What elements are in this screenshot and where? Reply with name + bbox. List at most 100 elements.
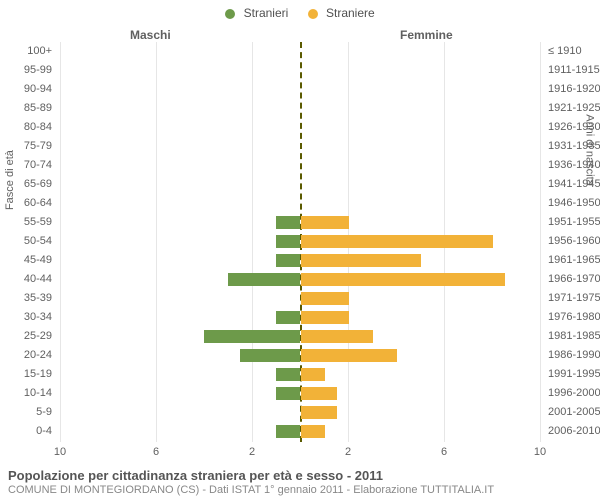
birth-year-label: ≤ 1910 bbox=[548, 42, 600, 61]
bar-female bbox=[301, 387, 337, 400]
age-label: 10-14 bbox=[0, 384, 52, 403]
birth-year-label: 1976-1980 bbox=[548, 308, 600, 327]
age-label: 60-64 bbox=[0, 194, 52, 213]
age-row: 80-841926-1930 bbox=[60, 118, 540, 137]
bar-male bbox=[276, 216, 300, 229]
x-tick-label: 6 bbox=[153, 446, 159, 458]
age-row: 60-641946-1950 bbox=[60, 194, 540, 213]
age-row: 0-42006-2010 bbox=[60, 422, 540, 441]
bar-male bbox=[276, 387, 300, 400]
birth-year-label: 1991-1995 bbox=[548, 365, 600, 384]
x-tick-label: 2 bbox=[249, 446, 255, 458]
birth-year-label: 2006-2010 bbox=[548, 422, 600, 441]
age-label: 35-39 bbox=[0, 289, 52, 308]
bar-male bbox=[276, 425, 300, 438]
age-row: 100+≤ 1910 bbox=[60, 42, 540, 61]
birth-year-label: 1921-1925 bbox=[548, 99, 600, 118]
age-row: 95-991911-1915 bbox=[60, 61, 540, 80]
age-row: 55-591951-1955 bbox=[60, 213, 540, 232]
footer-title: Popolazione per cittadinanza straniera p… bbox=[8, 468, 592, 483]
legend-swatch-straniere bbox=[308, 9, 318, 19]
age-label: 5-9 bbox=[0, 403, 52, 422]
bar-female bbox=[301, 330, 373, 343]
age-row: 10-141996-2000 bbox=[60, 384, 540, 403]
age-label: 50-54 bbox=[0, 232, 52, 251]
bar-male bbox=[276, 311, 300, 324]
age-row: 35-391971-1975 bbox=[60, 289, 540, 308]
header-femmine: Femmine bbox=[400, 28, 453, 42]
birth-year-label: 1951-1955 bbox=[548, 213, 600, 232]
bar-male bbox=[228, 273, 300, 286]
birth-year-label: 1966-1970 bbox=[548, 270, 600, 289]
legend-swatch-stranieri bbox=[225, 9, 235, 19]
legend-item-stranieri: Stranieri bbox=[225, 6, 288, 20]
age-row: 20-241986-1990 bbox=[60, 346, 540, 365]
bar-male bbox=[240, 349, 300, 362]
legend-item-straniere: Straniere bbox=[308, 6, 375, 20]
chart-footer: Popolazione per cittadinanza straniera p… bbox=[8, 468, 592, 496]
age-row: 70-741936-1940 bbox=[60, 156, 540, 175]
age-label: 30-34 bbox=[0, 308, 52, 327]
birth-year-label: 1926-1930 bbox=[548, 118, 600, 137]
birth-year-label: 1961-1965 bbox=[548, 251, 600, 270]
bar-female bbox=[301, 254, 421, 267]
age-label: 65-69 bbox=[0, 175, 52, 194]
footer-subtitle: COMUNE DI MONTEGIORDANO (CS) - Dati ISTA… bbox=[8, 484, 592, 496]
birth-year-label: 1911-1915 bbox=[548, 61, 600, 80]
legend: Stranieri Straniere bbox=[0, 6, 600, 20]
legend-label-straniere: Straniere bbox=[326, 6, 375, 20]
header-maschi: Maschi bbox=[130, 28, 171, 42]
age-row: 45-491961-1965 bbox=[60, 251, 540, 270]
age-row: 15-191991-1995 bbox=[60, 365, 540, 384]
age-label: 100+ bbox=[0, 42, 52, 61]
age-row: 25-291981-1985 bbox=[60, 327, 540, 346]
birth-year-label: 1971-1975 bbox=[548, 289, 600, 308]
birth-year-label: 1946-1950 bbox=[548, 194, 600, 213]
plot-area: 10622610100+≤ 191095-991911-191590-94191… bbox=[60, 42, 540, 442]
birth-year-label: 1956-1960 bbox=[548, 232, 600, 251]
bar-female bbox=[301, 311, 349, 324]
x-tick-label: 6 bbox=[441, 446, 447, 458]
age-row: 75-791931-1935 bbox=[60, 137, 540, 156]
age-label: 75-79 bbox=[0, 137, 52, 156]
age-label: 80-84 bbox=[0, 118, 52, 137]
age-row: 5-92001-2005 bbox=[60, 403, 540, 422]
legend-label-stranieri: Stranieri bbox=[244, 6, 289, 20]
age-label: 55-59 bbox=[0, 213, 52, 232]
age-label: 20-24 bbox=[0, 346, 52, 365]
bar-male bbox=[204, 330, 300, 343]
bar-male bbox=[276, 235, 300, 248]
bar-female bbox=[301, 216, 349, 229]
bar-female bbox=[301, 273, 505, 286]
age-label: 90-94 bbox=[0, 80, 52, 99]
age-label: 45-49 bbox=[0, 251, 52, 270]
bar-female bbox=[301, 368, 325, 381]
birth-year-label: 2001-2005 bbox=[548, 403, 600, 422]
age-label: 95-99 bbox=[0, 61, 52, 80]
age-row: 65-691941-1945 bbox=[60, 175, 540, 194]
age-label: 70-74 bbox=[0, 156, 52, 175]
birth-year-label: 1981-1985 bbox=[548, 327, 600, 346]
birth-year-label: 1916-1920 bbox=[548, 80, 600, 99]
birth-year-label: 1931-1935 bbox=[548, 137, 600, 156]
x-tick-label: 2 bbox=[345, 446, 351, 458]
x-tick-label: 10 bbox=[534, 446, 546, 458]
gridline bbox=[540, 42, 541, 442]
bar-male bbox=[276, 368, 300, 381]
chart-container: Stranieri Straniere Maschi Femmine Fasce… bbox=[0, 0, 600, 500]
bar-female bbox=[301, 349, 397, 362]
age-label: 85-89 bbox=[0, 99, 52, 118]
x-tick-label: 10 bbox=[54, 446, 66, 458]
birth-year-label: 1986-1990 bbox=[548, 346, 600, 365]
age-row: 50-541956-1960 bbox=[60, 232, 540, 251]
bar-female bbox=[301, 292, 349, 305]
birth-year-label: 1936-1940 bbox=[548, 156, 600, 175]
bar-female bbox=[301, 406, 337, 419]
birth-year-label: 1996-2000 bbox=[548, 384, 600, 403]
age-label: 25-29 bbox=[0, 327, 52, 346]
age-label: 15-19 bbox=[0, 365, 52, 384]
bar-female bbox=[301, 235, 493, 248]
birth-year-label: 1941-1945 bbox=[548, 175, 600, 194]
age-label: 40-44 bbox=[0, 270, 52, 289]
bar-female bbox=[301, 425, 325, 438]
